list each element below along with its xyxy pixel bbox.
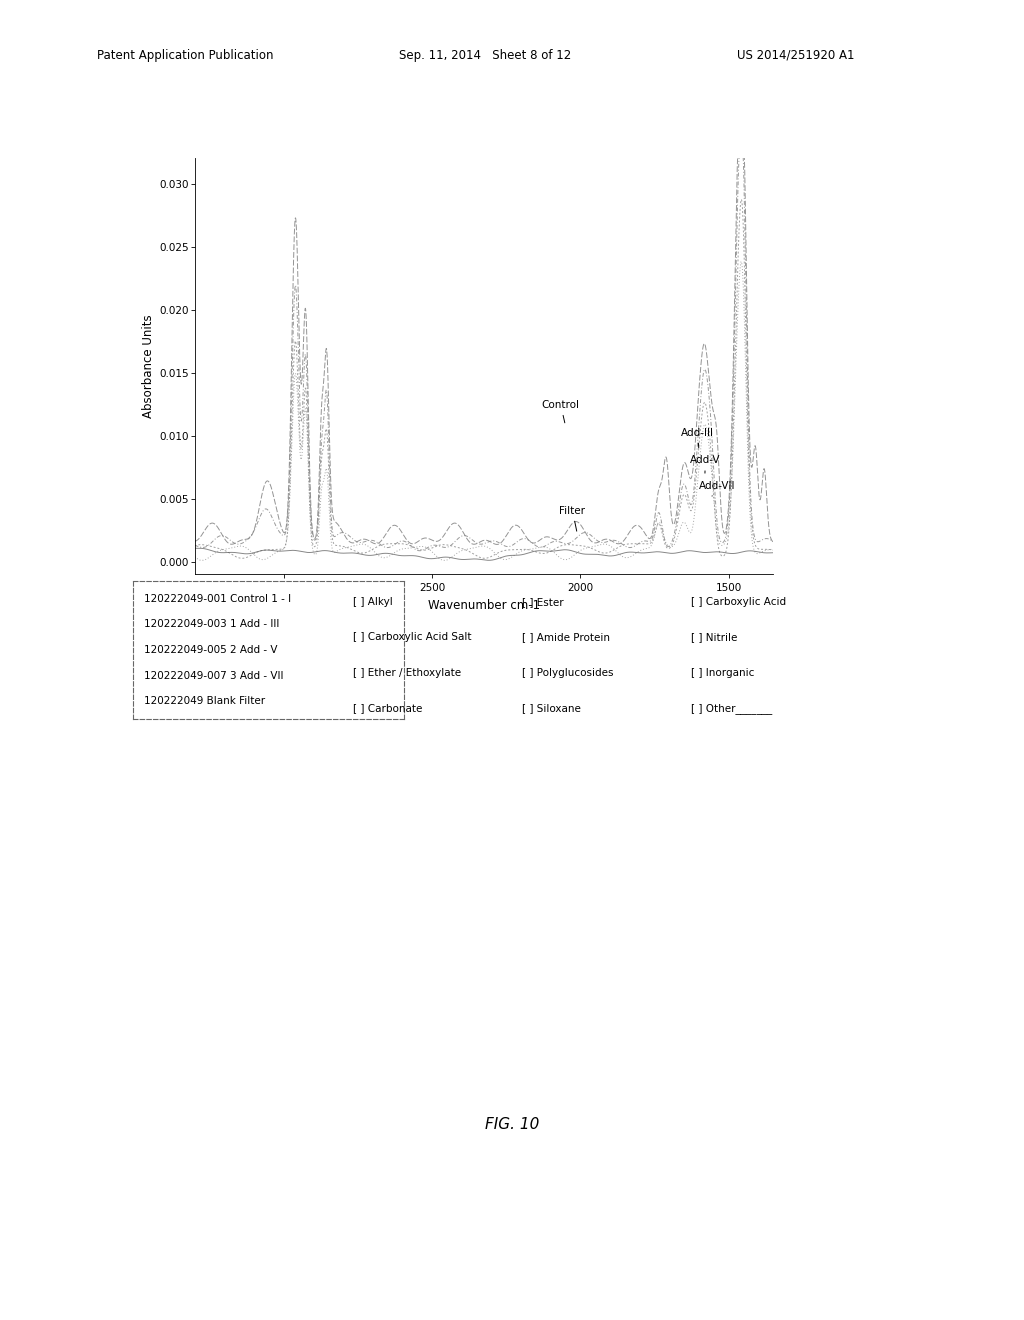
Text: US 2014/251920 A1: US 2014/251920 A1 [737,49,855,62]
Text: FIG. 10: FIG. 10 [484,1117,540,1133]
Text: Control: Control [542,400,580,422]
Text: 120222049-007 3 Add - VII: 120222049-007 3 Add - VII [144,671,284,681]
Y-axis label: Absorbance Units: Absorbance Units [142,314,156,418]
Text: Add-III: Add-III [681,428,714,447]
Text: [ ] Other_______: [ ] Other_______ [691,704,772,714]
Text: Filter: Filter [559,506,586,531]
Text: Add-VII: Add-VII [699,480,735,496]
X-axis label: Wavenumber cm-1: Wavenumber cm-1 [428,599,540,611]
Text: [ ] Siloxane: [ ] Siloxane [522,704,581,714]
Text: 120222049-003 1 Add - III: 120222049-003 1 Add - III [144,619,280,630]
Text: Sep. 11, 2014   Sheet 8 of 12: Sep. 11, 2014 Sheet 8 of 12 [399,49,571,62]
Text: [ ] Carbonate: [ ] Carbonate [353,704,423,714]
Text: [ ] Carboxylic Acid Salt: [ ] Carboxylic Acid Salt [353,632,472,643]
Text: [ ] Amide Protein: [ ] Amide Protein [522,632,610,643]
Text: [ ] Nitrile: [ ] Nitrile [691,632,737,643]
Text: [ ] Ether / Ethoxylate: [ ] Ether / Ethoxylate [353,668,462,678]
Text: [ ] Inorganic: [ ] Inorganic [691,668,755,678]
Text: 120222049 Blank Filter: 120222049 Blank Filter [144,697,265,706]
Text: Add-V: Add-V [690,455,721,473]
Text: 120222049-001 Control 1 - I: 120222049-001 Control 1 - I [144,594,291,603]
Text: [ ] Polyglucosides: [ ] Polyglucosides [522,668,613,678]
Text: [ ] Alkyl: [ ] Alkyl [353,597,393,607]
Text: [ ] Carboxylic Acid: [ ] Carboxylic Acid [691,597,786,607]
Text: 120222049-005 2 Add - V: 120222049-005 2 Add - V [144,645,278,655]
Text: [ ] Ester: [ ] Ester [522,597,564,607]
Text: Patent Application Publication: Patent Application Publication [97,49,273,62]
